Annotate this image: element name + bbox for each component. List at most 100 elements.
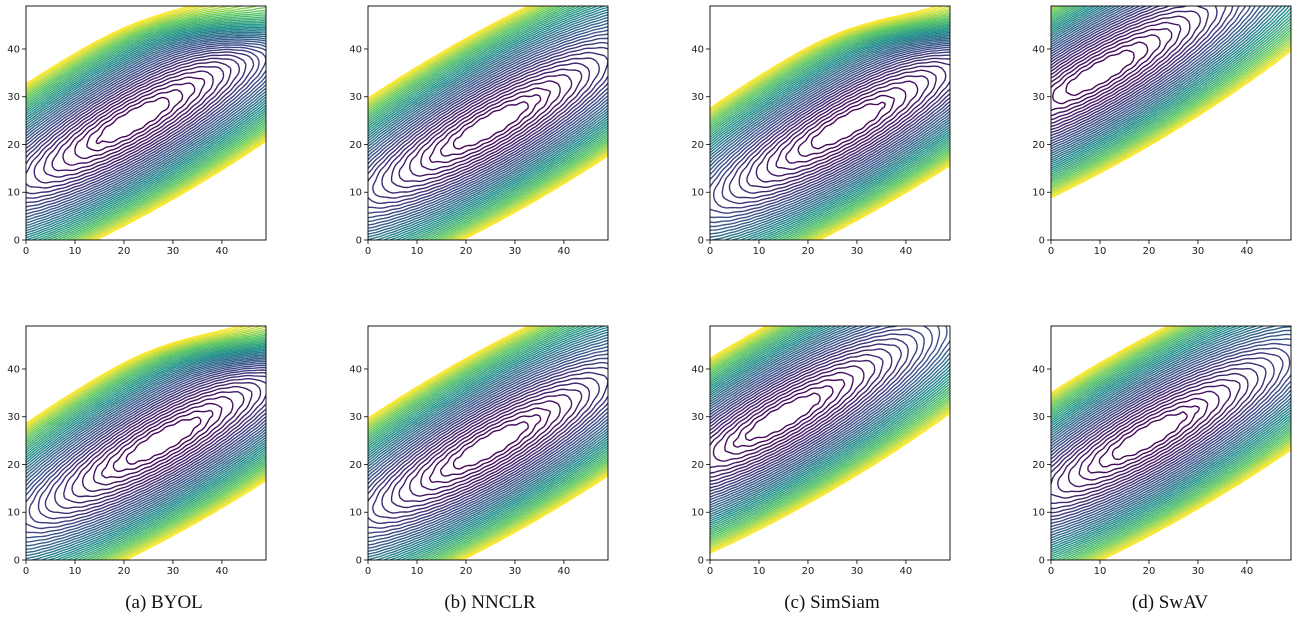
y-tick-label: 0 bbox=[1039, 236, 1045, 247]
contour-line bbox=[26, 46, 266, 208]
contour-line bbox=[381, 377, 600, 514]
contour-line bbox=[26, 42, 266, 215]
contour-line bbox=[368, 326, 608, 560]
contour-line bbox=[26, 326, 266, 560]
contour-line bbox=[26, 30, 266, 234]
contour-line bbox=[368, 6, 608, 240]
contour-line bbox=[26, 12, 266, 240]
contour-line bbox=[368, 326, 608, 560]
contour-line bbox=[368, 331, 608, 560]
contour-line bbox=[710, 326, 933, 498]
contour-line bbox=[368, 326, 608, 560]
contour-line bbox=[368, 9, 608, 240]
contour-line bbox=[368, 22, 608, 229]
contour-line bbox=[368, 342, 608, 549]
contour-line bbox=[1051, 326, 1291, 546]
contour-line bbox=[1051, 326, 1291, 560]
contour-line bbox=[452, 100, 529, 150]
contour-line bbox=[710, 365, 865, 469]
contour-line bbox=[710, 6, 950, 240]
contour-line bbox=[710, 17, 950, 240]
contour-line bbox=[1051, 6, 1209, 131]
plot-frame bbox=[709, 325, 951, 561]
contour-line bbox=[755, 69, 937, 183]
x-tick-label: 40 bbox=[558, 566, 571, 577]
contour-line bbox=[724, 379, 846, 455]
contour-line bbox=[26, 334, 266, 560]
contour-line bbox=[26, 349, 266, 560]
contour-line bbox=[368, 326, 608, 560]
contour-line bbox=[409, 394, 573, 497]
contour-line bbox=[26, 326, 266, 560]
contour-line bbox=[368, 6, 608, 240]
contour-line bbox=[368, 6, 608, 240]
contour-line bbox=[428, 87, 552, 164]
contour-line bbox=[439, 94, 542, 157]
contour-line bbox=[710, 15, 950, 240]
contour-line bbox=[428, 407, 552, 484]
x-tick-label: 20 bbox=[118, 566, 131, 577]
y-tick-label: 10 bbox=[1032, 508, 1045, 519]
contour-line bbox=[713, 51, 950, 209]
contour-line bbox=[372, 371, 608, 519]
contour-line bbox=[26, 340, 266, 560]
contour-line bbox=[710, 353, 884, 478]
contour-line bbox=[368, 6, 608, 240]
contour-line bbox=[368, 326, 608, 560]
x-tick-label: 10 bbox=[411, 566, 424, 577]
x-tick-label: 0 bbox=[365, 246, 371, 257]
contour-line bbox=[710, 326, 950, 524]
contour-line bbox=[26, 332, 266, 560]
contour-line bbox=[368, 29, 608, 223]
contour-line bbox=[1051, 6, 1291, 192]
contour-line bbox=[785, 87, 907, 164]
contour-line bbox=[452, 420, 529, 470]
contour-line bbox=[710, 328, 925, 495]
contour-line bbox=[86, 89, 184, 152]
contour-line bbox=[368, 19, 608, 232]
contour-line bbox=[44, 374, 266, 515]
contour-line bbox=[368, 326, 608, 560]
plot-frame bbox=[1050, 325, 1292, 561]
contour-line bbox=[744, 392, 821, 442]
y-tick-label: 10 bbox=[7, 188, 20, 199]
contour-line bbox=[710, 326, 950, 520]
contour-line bbox=[1051, 10, 1201, 128]
contour-line bbox=[1051, 357, 1275, 514]
x-tick-label: 10 bbox=[1094, 246, 1107, 257]
contour-line bbox=[420, 400, 561, 491]
contour-line bbox=[1051, 6, 1247, 145]
contour-line bbox=[368, 329, 608, 560]
y-tick-label: 0 bbox=[698, 236, 704, 247]
x-tick-label: 10 bbox=[411, 246, 424, 257]
contour-line bbox=[710, 326, 950, 538]
contour-line bbox=[1051, 6, 1291, 169]
x-tick-label: 20 bbox=[1143, 246, 1156, 257]
contour-line bbox=[1051, 50, 1291, 199]
contour-line bbox=[368, 353, 608, 539]
contour-line bbox=[1051, 372, 1249, 499]
contour-line bbox=[71, 385, 253, 498]
y-tick-label: 10 bbox=[349, 508, 362, 519]
contour-line bbox=[1087, 397, 1209, 474]
contour-line bbox=[368, 326, 608, 560]
contour-line bbox=[1051, 329, 1291, 534]
contour-line bbox=[81, 391, 245, 492]
contour-line bbox=[368, 326, 608, 560]
y-tick-label: 0 bbox=[698, 556, 704, 567]
x-tick-label: 10 bbox=[69, 246, 82, 257]
contour-line bbox=[26, 6, 266, 240]
contour-line bbox=[710, 326, 950, 515]
contour-line bbox=[710, 13, 950, 240]
x-tick-label: 20 bbox=[460, 246, 473, 257]
contour-line bbox=[710, 359, 876, 474]
contour-line bbox=[51, 70, 214, 172]
contour-line bbox=[710, 326, 950, 528]
contour-line bbox=[1067, 384, 1231, 488]
contour-line bbox=[1051, 338, 1291, 528]
contour-line bbox=[26, 36, 266, 224]
contour-line bbox=[710, 30, 950, 240]
y-tick-label: 30 bbox=[1032, 92, 1045, 103]
y-tick-label: 0 bbox=[356, 556, 362, 567]
